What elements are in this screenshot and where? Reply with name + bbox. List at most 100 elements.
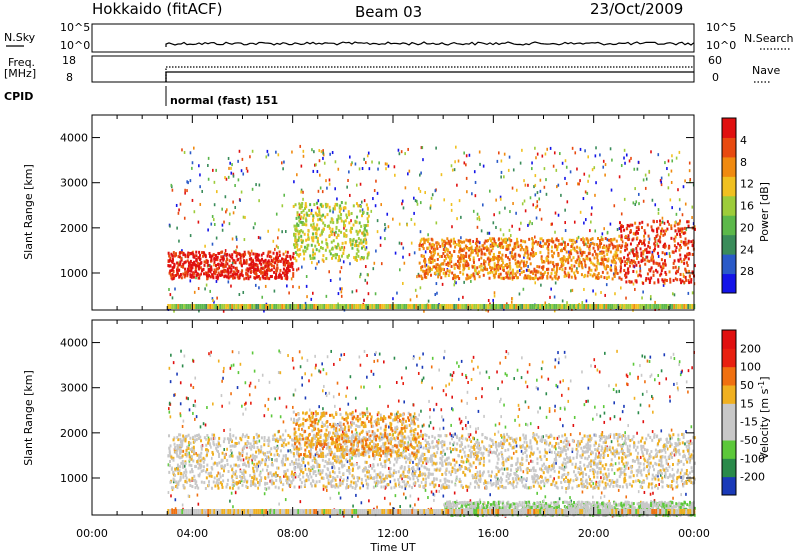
heatmap-cell — [376, 413, 379, 417]
heatmap-cell — [278, 502, 280, 506]
heatmap-cell — [639, 403, 642, 407]
heatmap-cell — [518, 262, 521, 266]
heatmap-cell — [545, 415, 548, 419]
heatmap-cell — [272, 239, 275, 243]
heatmap-cell — [636, 236, 639, 240]
heatmap-cell — [587, 155, 589, 159]
heatmap-cell — [549, 275, 552, 279]
heatmap-cell — [185, 304, 188, 309]
heatmap-cell — [199, 455, 202, 459]
heatmap-cell — [429, 304, 432, 309]
heatmap-cell — [680, 227, 683, 231]
heatmap-cell — [476, 266, 479, 270]
heatmap-cell — [647, 241, 650, 245]
heatmap-cell — [492, 298, 494, 302]
heatmap-cell — [384, 486, 387, 490]
heatmap-cell — [230, 267, 233, 271]
heatmap-cell — [567, 258, 570, 262]
heatmap-cell — [444, 249, 447, 253]
heatmap-cell — [321, 246, 324, 250]
heatmap-cell — [616, 253, 619, 257]
heatmap-cell — [363, 349, 366, 353]
heatmap-cell — [523, 255, 525, 259]
heatmap-cell — [602, 159, 605, 163]
heatmap-cell — [608, 448, 611, 452]
heatmap-cell — [632, 362, 635, 366]
heatmap-cell — [588, 462, 591, 466]
freq-series — [165, 71, 694, 82]
heatmap-cell — [635, 250, 638, 254]
heatmap-cell — [220, 394, 223, 398]
heatmap-cell — [347, 485, 350, 489]
heatmap-cell — [485, 239, 488, 243]
heatmap-cell — [620, 225, 623, 229]
heatmap-cell — [446, 241, 449, 245]
heatmap-cell — [490, 474, 493, 478]
heatmap-cell — [557, 450, 560, 454]
heatmap-cell — [412, 415, 415, 419]
heatmap-cell — [362, 240, 365, 244]
heatmap-cell — [209, 353, 212, 357]
heatmap-cell — [655, 304, 658, 309]
heatmap-cell — [547, 259, 550, 263]
heatmap-cell — [497, 151, 500, 155]
heatmap-cell — [650, 150, 652, 154]
heatmap-cell — [693, 227, 696, 231]
heatmap-cell — [197, 486, 200, 490]
heatmap-cell — [403, 304, 406, 309]
heatmap-cell — [687, 456, 690, 460]
heatmap-cell — [629, 242, 632, 246]
heatmap-cell — [339, 277, 341, 281]
heatmap-cell — [645, 247, 648, 251]
heatmap-cell — [206, 434, 209, 438]
heatmap-cell — [443, 198, 446, 202]
heatmap-cell — [526, 385, 529, 389]
heatmap-cell — [325, 394, 328, 398]
heatmap-cell — [539, 208, 541, 212]
heatmap-cell — [654, 203, 657, 207]
heatmap-cell — [591, 262, 594, 266]
heatmap-cell — [663, 232, 666, 236]
heatmap-cell — [429, 260, 432, 264]
heatmap-cell — [173, 254, 176, 258]
heatmap-cell — [199, 257, 202, 261]
heatmap-cell — [567, 387, 570, 391]
heatmap-cell — [230, 284, 232, 288]
heatmap-cell — [661, 278, 664, 282]
heatmap-cell — [302, 249, 305, 253]
heatmap-cell — [521, 202, 524, 206]
heatmap-cell — [284, 250, 287, 254]
heatmap-cell — [659, 265, 662, 269]
heatmap-cell — [529, 304, 532, 309]
heatmap-cell — [513, 245, 516, 249]
heatmap-cell — [659, 304, 662, 309]
heatmap-cell — [517, 260, 520, 264]
heatmap-cell — [434, 271, 437, 275]
heatmap-cell — [583, 221, 585, 225]
heatmap-cell — [554, 358, 557, 362]
heatmap-cell — [241, 450, 244, 454]
heatmap-cell — [610, 188, 613, 192]
heatmap-cell — [225, 257, 228, 261]
heatmap-cell — [420, 268, 423, 272]
heatmap-cell — [522, 287, 525, 291]
heatmap-cell — [632, 248, 635, 252]
heatmap-cell — [480, 252, 483, 256]
heatmap-cell — [685, 458, 688, 462]
heatmap-cell — [641, 296, 643, 300]
heatmap-cell — [536, 265, 539, 269]
heatmap-cell — [518, 407, 521, 411]
heatmap-cell — [471, 359, 473, 363]
heatmap-cell — [568, 253, 571, 257]
heatmap-cell — [675, 304, 678, 309]
heatmap-cell — [312, 411, 315, 415]
heatmap-cell — [482, 244, 485, 248]
heatmap-cell — [690, 481, 693, 485]
heatmap-cell — [551, 482, 554, 486]
heatmap-cell — [227, 280, 230, 284]
heatmap-cell — [559, 417, 562, 421]
heatmap-cell — [235, 235, 238, 239]
heatmap-cell — [577, 255, 580, 259]
heatmap-cell — [305, 217, 308, 221]
heatmap-cell — [484, 246, 487, 250]
